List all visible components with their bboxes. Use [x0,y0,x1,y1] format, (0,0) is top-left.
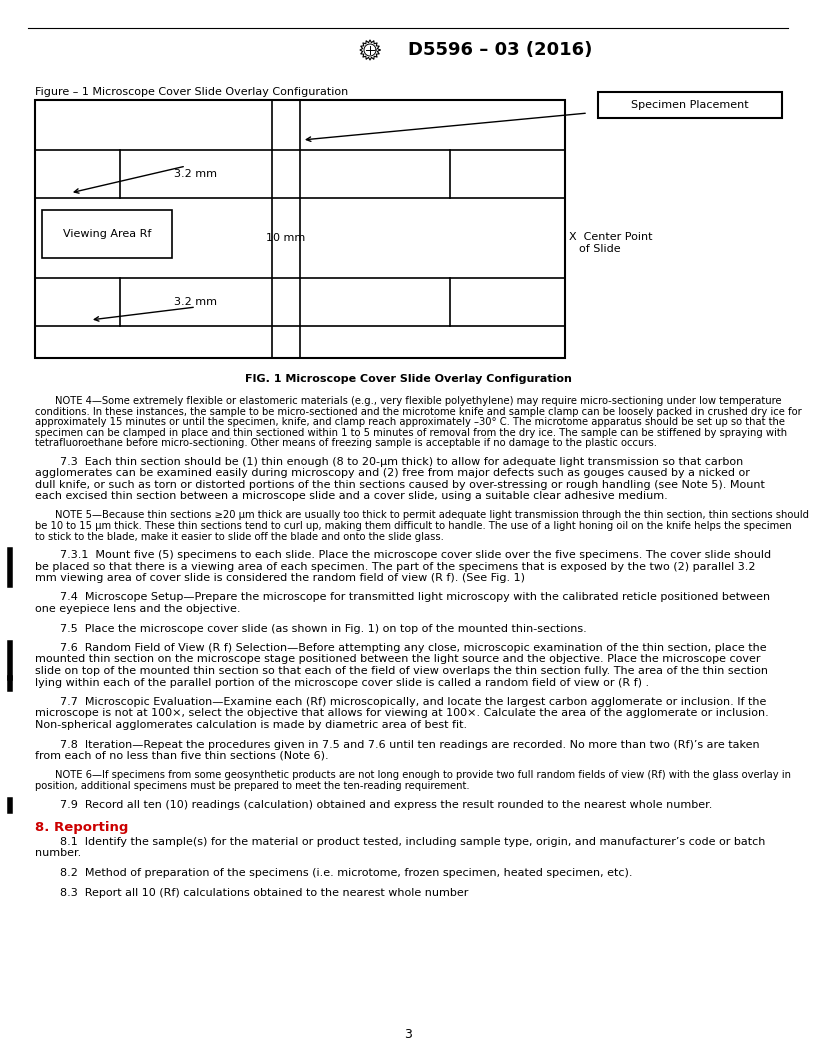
Text: from each of no less than five thin sections (Note 6).: from each of no less than five thin sect… [35,751,329,761]
Text: 7.9  Record all ten (10) readings (calculation) obtained and express the result : 7.9 Record all ten (10) readings (calcul… [60,799,712,810]
Text: each excised thin section between a microscope slide and a cover slide, using a : each excised thin section between a micr… [35,491,667,501]
Text: specimen can be clamped in place and thin sectioned within 1 to 5 minutes of rem: specimen can be clamped in place and thi… [35,428,787,437]
Text: 8.3  Report all 10 (Rf) calculations obtained to the nearest whole number: 8.3 Report all 10 (Rf) calculations obta… [60,887,468,898]
Text: 3: 3 [404,1027,412,1041]
Text: Figure – 1 Microscope Cover Slide Overlay Configuration: Figure – 1 Microscope Cover Slide Overla… [35,87,348,97]
Text: dull knife, or such as torn or distorted portions of the thin sections caused by: dull knife, or such as torn or distorted… [35,479,765,490]
Text: one eyepiece lens and the objective.: one eyepiece lens and the objective. [35,604,241,614]
Text: 7.3  Each thin section should be (1) thin enough (8 to 20-μm thick) to allow for: 7.3 Each thin section should be (1) thin… [60,456,743,467]
Text: Non-spherical agglomerates calculation is made by diametric area of best fit.: Non-spherical agglomerates calculation i… [35,720,467,730]
Text: be 10 to 15 μm thick. These thin sections tend to curl up, making them difficult: be 10 to 15 μm thick. These thin section… [35,521,792,531]
Text: number.: number. [35,849,82,859]
Text: of Slide: of Slide [579,244,621,254]
Text: 7.5  Place the microscope cover slide (as shown in Fig. 1) on top of the mounted: 7.5 Place the microscope cover slide (as… [60,623,587,634]
Text: slide on top of the mounted thin section so that each of the field of view overl: slide on top of the mounted thin section… [35,666,768,676]
Text: agglomerates can be examined easily during microscopy and (2) free from major de: agglomerates can be examined easily duri… [35,468,750,478]
Text: NOTE 4—Some extremely flexible or elastomeric materials (e.g., very flexible pol: NOTE 4—Some extremely flexible or elasto… [55,396,782,406]
Text: NOTE 5—Because thin sections ≥20 μm thick are usually too thick to permit adequa: NOTE 5—Because thin sections ≥20 μm thic… [55,510,809,521]
Text: 10 mm: 10 mm [266,233,306,243]
Text: mm viewing area of cover slide is considered the random field of view (R f). (Se: mm viewing area of cover slide is consid… [35,573,525,583]
Text: NOTE 6—If specimens from some geosynthetic products are not long enough to provi: NOTE 6—If specimens from some geosynthet… [55,771,791,780]
Text: 7.7  Microscopic Evaluation—Examine each (Rf) microscopically, and locate the la: 7.7 Microscopic Evaluation—Examine each … [60,697,766,708]
Text: D5596 – 03 (2016): D5596 – 03 (2016) [408,41,592,59]
Text: 3.2 mm: 3.2 mm [175,169,218,180]
Text: 7.6  Random Field of View (R f) Selection—Before attempting any close, microscop: 7.6 Random Field of View (R f) Selection… [60,643,766,653]
Text: 7.3.1  Mount five (5) specimens to each slide. Place the microscope cover slide : 7.3.1 Mount five (5) specimens to each s… [60,550,771,560]
Text: 8.1  Identify the sample(s) for the material or product tested, including sample: 8.1 Identify the sample(s) for the mater… [60,837,765,847]
Text: mounted thin section on the microscope stage positioned between the light source: mounted thin section on the microscope s… [35,655,761,664]
Text: 7.4  Microscope Setup—Prepare the microscope for transmitted light microscopy wi: 7.4 Microscope Setup—Prepare the microsc… [60,592,770,603]
Text: 8.2  Method of preparation of the specimens (i.e. microtome, frozen specimen, he: 8.2 Method of preparation of the specime… [60,868,632,878]
Text: approximately 15 minutes or until the specimen, knife, and clamp reach approxima: approximately 15 minutes or until the sp… [35,417,785,427]
Text: position, additional specimens must be prepared to meet the ten-reading requirem: position, additional specimens must be p… [35,781,470,791]
Text: be placed so that there is a viewing area of each specimen. The part of the spec: be placed so that there is a viewing are… [35,562,756,571]
Text: lying within each of the parallel portion of the microscope cover slide is calle: lying within each of the parallel portio… [35,678,649,687]
Text: Viewing Area Rf: Viewing Area Rf [63,229,151,239]
Text: 8. Reporting: 8. Reporting [35,821,128,834]
Text: to stick to the blade, make it easier to slide off the blade and onto the slide : to stick to the blade, make it easier to… [35,531,444,542]
Text: conditions. In these instances, the sample to be micro-sectioned and the microto: conditions. In these instances, the samp… [35,407,802,416]
Text: 3.2 mm: 3.2 mm [175,297,218,307]
Text: X  Center Point: X Center Point [569,232,653,242]
Text: tetrafluoroethane before micro-sectioning. Other means of freezing sample is acc: tetrafluoroethane before micro-sectionin… [35,438,657,448]
Text: Specimen Placement: Specimen Placement [632,100,749,110]
Text: 7.8  Iteration—Repeat the procedures given in 7.5 and 7.6 until ten readings are: 7.8 Iteration—Repeat the procedures give… [60,739,760,750]
Text: FIG. 1 Microscope Cover Slide Overlay Configuration: FIG. 1 Microscope Cover Slide Overlay Co… [245,374,571,384]
Text: microscope is not at 100×, select the objective that allows for viewing at 100×.: microscope is not at 100×, select the ob… [35,709,769,718]
